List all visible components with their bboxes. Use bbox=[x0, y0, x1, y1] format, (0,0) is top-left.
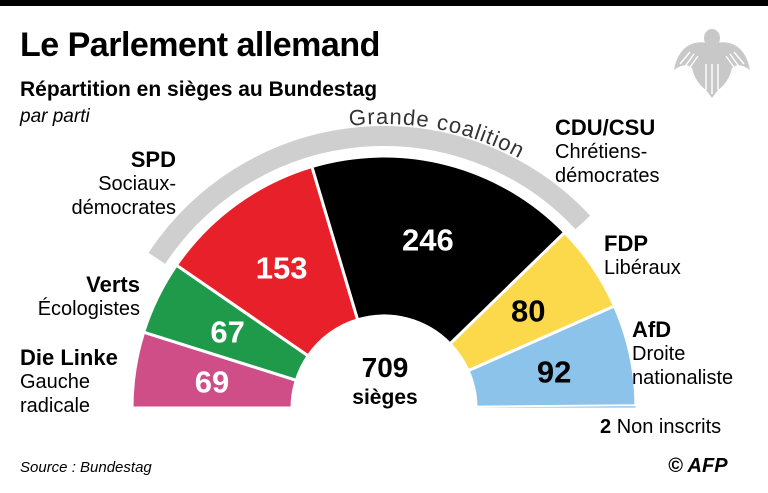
seat-value-spd: 153 bbox=[256, 250, 308, 285]
afp-credit: © AFP bbox=[668, 455, 728, 477]
page-subtitle: Répartition en sièges au Bundestag bbox=[20, 78, 378, 101]
seat-value-fdp: 80 bbox=[511, 294, 545, 329]
bundestag-eagle-icon bbox=[674, 29, 750, 98]
party-name-fdp: FDP bbox=[604, 231, 648, 256]
party-desc-cdu-csu: Chrétiens-démocrates bbox=[555, 141, 660, 187]
page-subtitle-2: par parti bbox=[20, 106, 90, 127]
total-seats-label: sièges bbox=[352, 386, 418, 409]
party-desc-die-linke: Gauche radicale bbox=[20, 371, 91, 417]
party-desc-afd: Droite nationaliste bbox=[632, 343, 734, 389]
party-desc-verts: Écologistes bbox=[37, 298, 140, 320]
seat-segment-spd bbox=[174, 164, 360, 358]
seat-value-verts: 67 bbox=[210, 315, 244, 350]
party-desc-spd: Sociaux-démocrates bbox=[71, 173, 177, 219]
total-seats-value: 709 bbox=[361, 352, 409, 383]
seat-value-die-linke: 69 bbox=[195, 365, 229, 400]
party-name-verts: Verts bbox=[86, 272, 140, 297]
label-verts: Verts Écologistes bbox=[30, 273, 140, 321]
seat-segment-non-inscrits bbox=[475, 405, 637, 409]
label-fdp: FDP Libéraux bbox=[604, 232, 724, 280]
label-die-linke: Die Linke Gauche radicale bbox=[20, 346, 130, 418]
party-name-afd: AfD bbox=[632, 317, 672, 342]
party-name-spd: SPD bbox=[130, 147, 176, 172]
non-inscrits-text: Non inscrits bbox=[616, 416, 722, 438]
label-cdu-csu: CDU/CSU Chrétiens-démocrates bbox=[555, 116, 695, 188]
party-desc-fdp: Libéraux bbox=[604, 257, 681, 279]
seat-value-afd: 92 bbox=[537, 354, 571, 389]
party-name-die-linke: Die Linke bbox=[20, 345, 118, 370]
coalition-band bbox=[148, 126, 591, 264]
label-spd: SPD Sociaux-démocrates bbox=[40, 147, 177, 220]
source-note: Source : Bundestag bbox=[20, 459, 152, 476]
seat-value-cdu-csu: 246 bbox=[402, 223, 454, 258]
label-afd: AfD Droite nationaliste bbox=[632, 318, 762, 390]
seat-segment-cdu-csu bbox=[310, 154, 567, 347]
party-name-cdu-csu: CDU/CSU bbox=[555, 115, 656, 140]
non-inscrits-count: 2 bbox=[600, 416, 612, 438]
non-inscrits-label: 2 Non inscrits bbox=[600, 416, 721, 439]
top-bar bbox=[0, 0, 768, 6]
page-title: Le Parlement allemand bbox=[20, 26, 380, 64]
